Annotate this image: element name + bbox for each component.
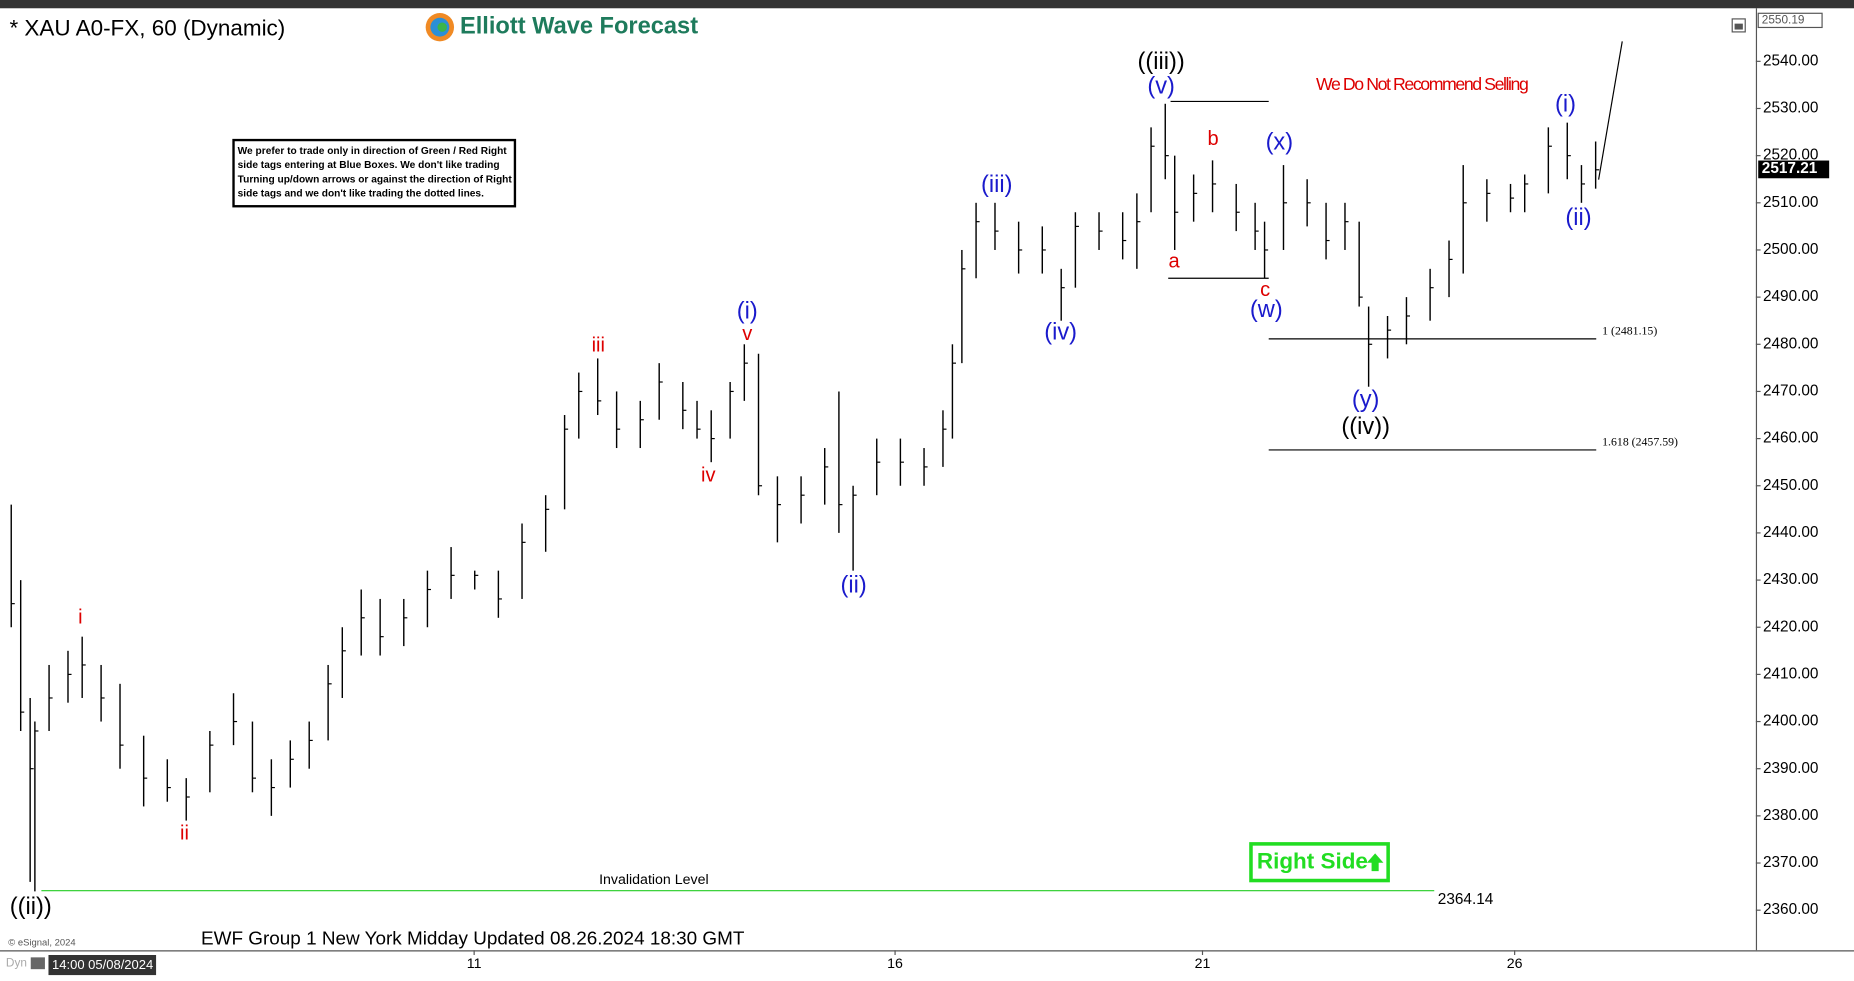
- chart-title: * XAU A0-FX, 60 (Dynamic): [9, 15, 285, 40]
- y-tick-label: 2540.00: [1763, 52, 1819, 69]
- wave-label: (i): [737, 298, 758, 324]
- wave-label: (ii): [1565, 205, 1591, 231]
- window-icon-inner: [1734, 23, 1743, 30]
- start-time: 14:00 05/08/2024: [52, 957, 153, 972]
- wave-label: b: [1208, 128, 1219, 150]
- wave-label: (x): [1266, 129, 1294, 155]
- wave-label: i: [78, 606, 82, 628]
- y-tick-label: 2440.00: [1763, 524, 1819, 541]
- right-side-text: Right Side: [1257, 849, 1368, 874]
- y-tick-label: 2490.00: [1763, 288, 1819, 305]
- wave-label: ((iii)): [1138, 49, 1185, 75]
- y-tick-label: 2430.00: [1763, 571, 1819, 588]
- wave-label: ii: [180, 823, 189, 845]
- logo-icon-core: [437, 22, 447, 32]
- wave-label: a: [1169, 251, 1181, 273]
- y-tick-label: 2470.00: [1763, 383, 1819, 400]
- start-time-box: [48, 954, 157, 976]
- wave-label: c: [1260, 279, 1270, 301]
- x-tick-label: 11: [467, 956, 482, 972]
- logo-background: [419, 9, 716, 45]
- x-tick-label: 16: [887, 956, 903, 972]
- y-tick-label: 2460.00: [1763, 430, 1819, 447]
- note-line: We prefer to trade only in direction of …: [238, 146, 508, 157]
- wave-label: iii: [592, 335, 605, 357]
- note-line: side tags and we don't like trading the …: [238, 189, 484, 200]
- y-tick-label: 2420.00: [1763, 618, 1819, 635]
- wave-label: (y): [1352, 387, 1380, 413]
- y-tick-label: 2390.00: [1763, 760, 1819, 777]
- level-name: Invalidation Level: [599, 872, 709, 888]
- top-bar: [0, 0, 1854, 9]
- warning-text: We Do Not Recommend Selling: [1316, 74, 1529, 94]
- y-tick-label: 2410.00: [1763, 665, 1819, 682]
- wave-label: (w): [1250, 297, 1283, 323]
- level-label: 1.618 (2457.59): [1602, 435, 1678, 449]
- right-side-box: [1249, 842, 1390, 883]
- copyright: © eSignal, 2024: [8, 938, 75, 949]
- wave-label: (i): [1555, 91, 1576, 117]
- note-box: [232, 138, 517, 208]
- price-tag-box: [1758, 160, 1830, 179]
- note-line: Turning up/down arrows or against the di…: [238, 174, 513, 185]
- y-tick-label: 2400.00: [1763, 713, 1819, 730]
- y-tick-label: 2530.00: [1763, 100, 1819, 117]
- up-arrow-icon: [1366, 853, 1384, 872]
- x-tick-label: 21: [1195, 956, 1211, 972]
- dyn-label: Dyn: [6, 955, 27, 969]
- price-tag: 2517.21: [1762, 160, 1818, 177]
- y-tick-label: 2500.00: [1763, 241, 1819, 258]
- wave-label: iv: [701, 465, 716, 487]
- wave-label: (iv): [1044, 320, 1077, 346]
- wave-label: (ii): [841, 572, 867, 598]
- footer-text: EWF Group 1 New York Midday Updated 08.2…: [201, 929, 745, 950]
- logo-text: Elliott Wave Forecast: [460, 13, 698, 39]
- note-line: side tags entering at Blue Boxes. We don…: [238, 160, 500, 171]
- price-tag-box: [1757, 12, 1823, 29]
- y-tick-label: 2480.00: [1763, 335, 1819, 352]
- y-tick-label: 2360.00: [1763, 901, 1819, 918]
- dyn-icon: [30, 957, 45, 970]
- wave-label: ((iv)): [1341, 414, 1390, 440]
- x-tick-label: 26: [1507, 956, 1523, 972]
- wave-label: (v): [1147, 74, 1175, 100]
- y-tick-label: 2370.00: [1763, 854, 1819, 871]
- level-label: 2364.14: [1438, 891, 1494, 908]
- price-tag: 2550.19: [1762, 12, 1805, 26]
- wave-label: ((ii)): [10, 894, 52, 920]
- y-tick-label: 2510.00: [1763, 194, 1819, 211]
- wave-label: v: [742, 323, 752, 345]
- y-tick-label: 2380.00: [1763, 807, 1819, 824]
- wave-label: (iii): [981, 172, 1012, 198]
- y-tick-label: 2450.00: [1763, 477, 1819, 494]
- projection-line: [1598, 41, 1623, 180]
- y-tick-label: 2520.00: [1763, 147, 1819, 164]
- level-label: 1 (2481.15): [1602, 323, 1657, 337]
